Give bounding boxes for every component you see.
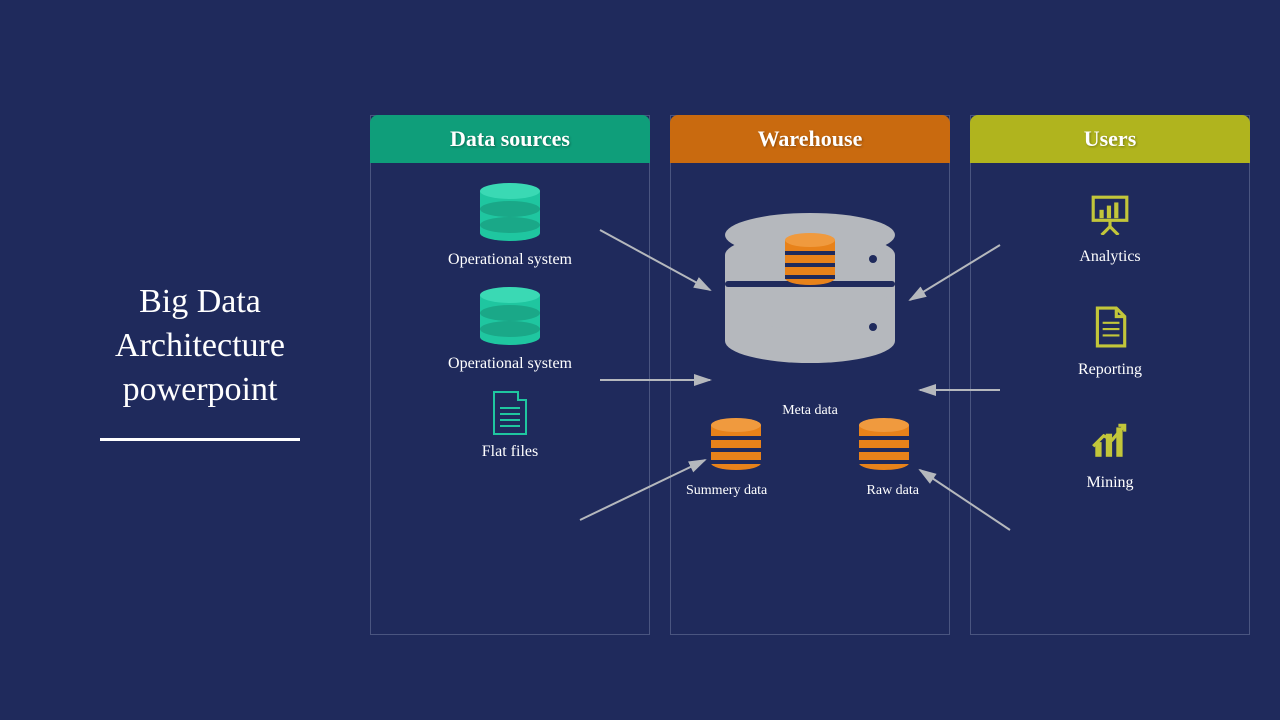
panel-warehouse: Warehouse Meta data Summery data Raw dat… bbox=[670, 115, 950, 635]
source-item: Flat files bbox=[381, 391, 639, 461]
panel-header-users: Users bbox=[970, 115, 1250, 163]
document-icon bbox=[1089, 306, 1131, 348]
source-label: Operational system bbox=[381, 251, 639, 269]
panel-header-sources: Data sources bbox=[370, 115, 650, 163]
page-title: Big Data Architecture powerpoint bbox=[60, 280, 340, 413]
title-block: Big Data Architecture powerpoint bbox=[60, 280, 340, 441]
warehouse-summary-label: Summery data bbox=[686, 483, 767, 499]
chart-icon bbox=[1089, 419, 1131, 461]
source-label: Flat files bbox=[381, 443, 639, 461]
user-label: Mining bbox=[981, 474, 1239, 492]
title-underline bbox=[100, 438, 300, 441]
user-item: Mining bbox=[981, 419, 1239, 492]
presentation-icon bbox=[1089, 193, 1131, 235]
panel-data-sources: Data sources Operational system Operatio… bbox=[370, 115, 650, 635]
database-icon bbox=[480, 287, 540, 347]
panel-body-sources: Operational system Operational system Fl… bbox=[371, 163, 649, 633]
warehouse-meta-label: Meta data bbox=[671, 403, 949, 419]
panel-body-warehouse: Meta data Summery data Raw data bbox=[671, 163, 949, 633]
warehouse-raw-label: Raw data bbox=[867, 483, 919, 499]
user-item: Reporting bbox=[981, 306, 1239, 379]
panel-body-users: Analytics Reporting Mining bbox=[971, 163, 1249, 633]
database-icon bbox=[480, 183, 540, 243]
source-label: Operational system bbox=[381, 355, 639, 373]
file-icon bbox=[493, 391, 527, 435]
user-label: Reporting bbox=[981, 361, 1239, 379]
database-meta-icon bbox=[785, 233, 835, 288]
database-raw-icon bbox=[859, 418, 909, 473]
user-item: Analytics bbox=[981, 193, 1239, 266]
source-item: Operational system bbox=[381, 287, 639, 373]
database-summary-icon bbox=[711, 418, 761, 473]
panel-users: Users Analytics Reporting bbox=[970, 115, 1250, 635]
user-label: Analytics bbox=[981, 248, 1239, 266]
warehouse-cylinder-icon bbox=[725, 213, 895, 413]
panel-header-warehouse: Warehouse bbox=[670, 115, 950, 163]
source-item: Operational system bbox=[381, 183, 639, 269]
